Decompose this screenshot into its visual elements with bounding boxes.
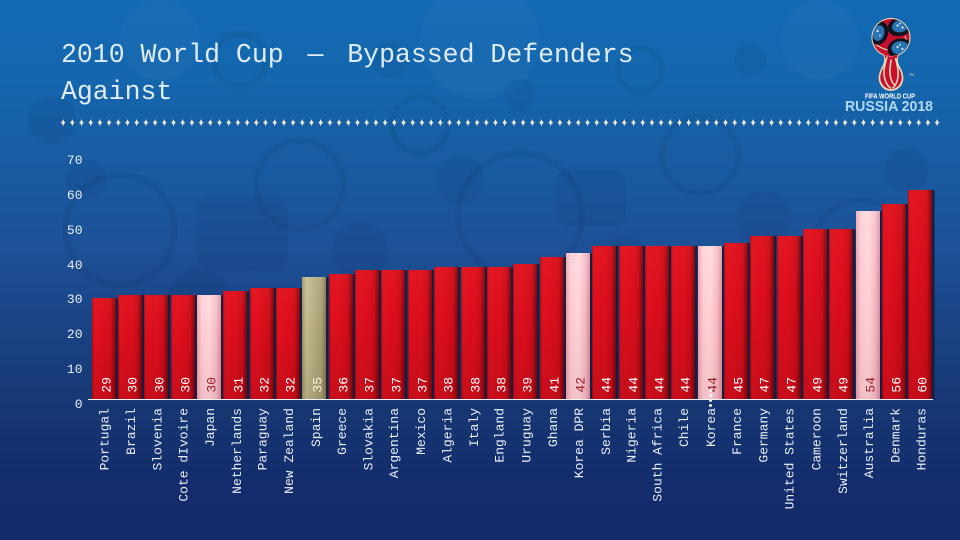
- svg-text:RUSSIA 2018: RUSSIA 2018: [845, 99, 933, 115]
- svg-text:FIFA WORLD CUP: FIFA WORLD CUP: [865, 92, 915, 101]
- svg-text:TM: TM: [909, 73, 914, 77]
